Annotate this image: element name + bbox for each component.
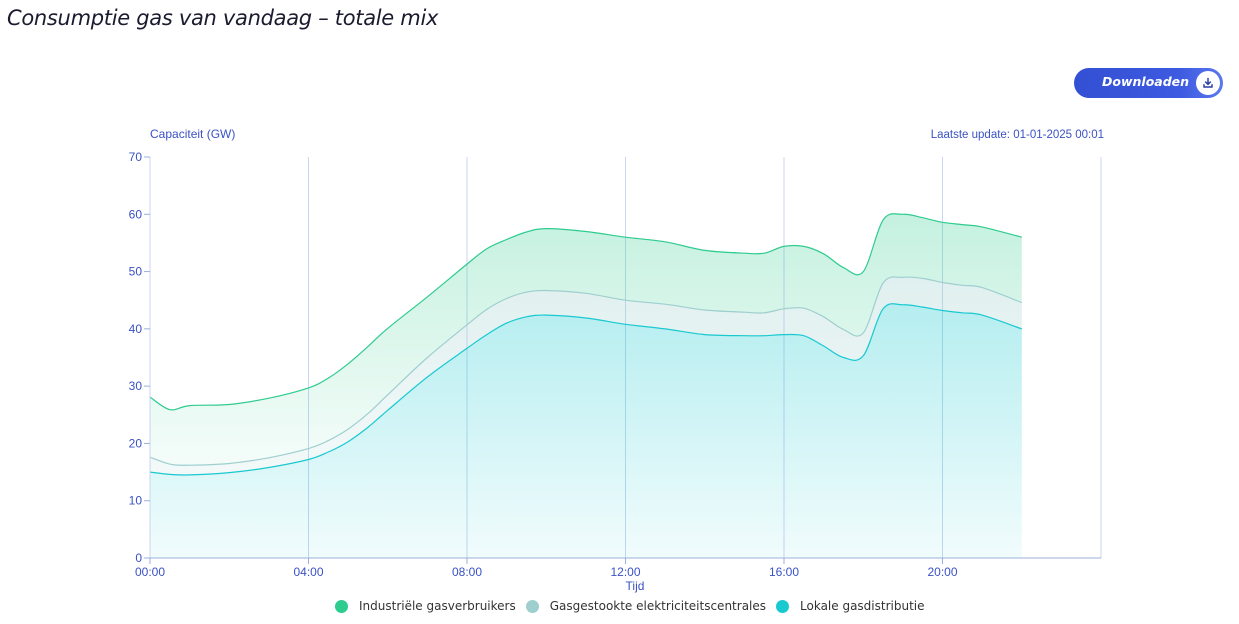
x-tick-label: 20:00 xyxy=(927,565,957,579)
page-title: Consumptie gas van vandaag – totale mix xyxy=(7,6,439,30)
line-power-plants xyxy=(149,276,1023,466)
download-button[interactable]: Downloaden xyxy=(1074,68,1223,98)
legend-swatch-power-plants xyxy=(525,599,539,613)
x-axis-title: Tijd xyxy=(626,579,645,593)
x-tick-label: 04:00 xyxy=(293,565,323,579)
y-tick-label: 60 xyxy=(129,207,143,221)
y-tick-label: 10 xyxy=(129,494,143,508)
y-axis-title: Capaciteit (GW) xyxy=(150,127,235,141)
legend-label-power-plants: Gasgestookte elektriciteitscentrales xyxy=(549,599,767,613)
y-tick-label: 30 xyxy=(129,379,143,393)
series-lines xyxy=(149,213,1023,476)
legend-item-industrial[interactable]: Industriële gasverbruikers xyxy=(335,599,516,613)
axes: 0 10 20 30 40 50 60 70 00:00 04:00 08:00 12:00 16:00… xyxy=(129,150,1101,579)
area-industrial xyxy=(150,213,1022,466)
y-tick-label: 20 xyxy=(129,436,143,450)
line-industrial xyxy=(149,213,1022,411)
legend-swatch-local-distribution xyxy=(776,599,790,613)
x-tick-label: 16:00 xyxy=(769,565,799,579)
x-tick-label: 00:00 xyxy=(135,565,165,579)
area-power-plants xyxy=(150,276,1022,476)
y-tick-label: 70 xyxy=(129,150,143,164)
download-icon xyxy=(1196,71,1220,95)
y-tick-label: 40 xyxy=(129,322,143,336)
chart-legend: Industriële gasverbruikers Gasgestookte … xyxy=(335,597,935,615)
last-update-text: Laatste update: 01-01-2025 00:01 xyxy=(931,129,1104,141)
x-tick-label: 08:00 xyxy=(452,565,482,579)
y-tick-label: 50 xyxy=(129,265,143,279)
line-local-distribution xyxy=(149,303,1022,476)
legend-item-power-plants[interactable]: Gasgestookte elektriciteitscentrales xyxy=(525,599,767,613)
y-tick-label: 0 xyxy=(135,551,142,565)
legend-label-industrial: Industriële gasverbruikers xyxy=(359,599,516,613)
legend-label-local-distribution: Lokale gasdistributie xyxy=(800,599,925,613)
x-tick-label: 12:00 xyxy=(610,565,640,579)
series-areas xyxy=(150,213,1022,558)
legend-item-local-distribution[interactable]: Lokale gasdistributie xyxy=(776,599,925,613)
legend-swatch-industrial xyxy=(335,599,348,613)
area-local-distribution xyxy=(150,303,1022,558)
download-button-label: Downloaden xyxy=(1102,74,1190,89)
